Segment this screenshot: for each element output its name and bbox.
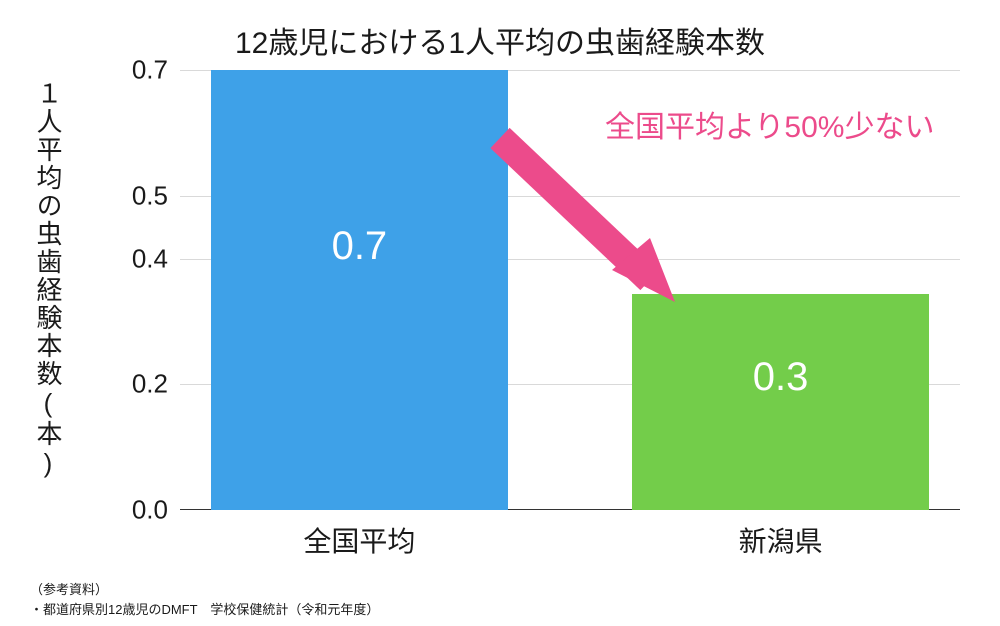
annotation-arrow [460,130,720,340]
y-tick-label: 0.7 [132,55,180,86]
bar-value-label: 0.3 [753,355,809,400]
x-tick-label: 新潟県 [739,510,823,560]
footnote-line1: （参考資料） [30,580,379,600]
y-axis-label: １人平均の虫歯経験本数(本) [30,80,67,480]
annotation-text: 全国平均より50%少ない [605,102,934,146]
footnote-line2: ・都道府県別12歳児のDMFT 学校保健統計（令和元年度） [30,600,379,620]
bar-value-label: 0.7 [332,224,388,269]
footnote: （参考資料） ・都道府県別12歳児のDMFT 学校保健統計（令和元年度） [30,580,379,619]
y-tick-label: 0.0 [132,495,180,526]
y-tick-label: 0.5 [132,180,180,211]
y-tick-label: 0.4 [132,243,180,274]
x-tick-label: 全国平均 [303,510,415,560]
y-tick-label: 0.2 [132,369,180,400]
